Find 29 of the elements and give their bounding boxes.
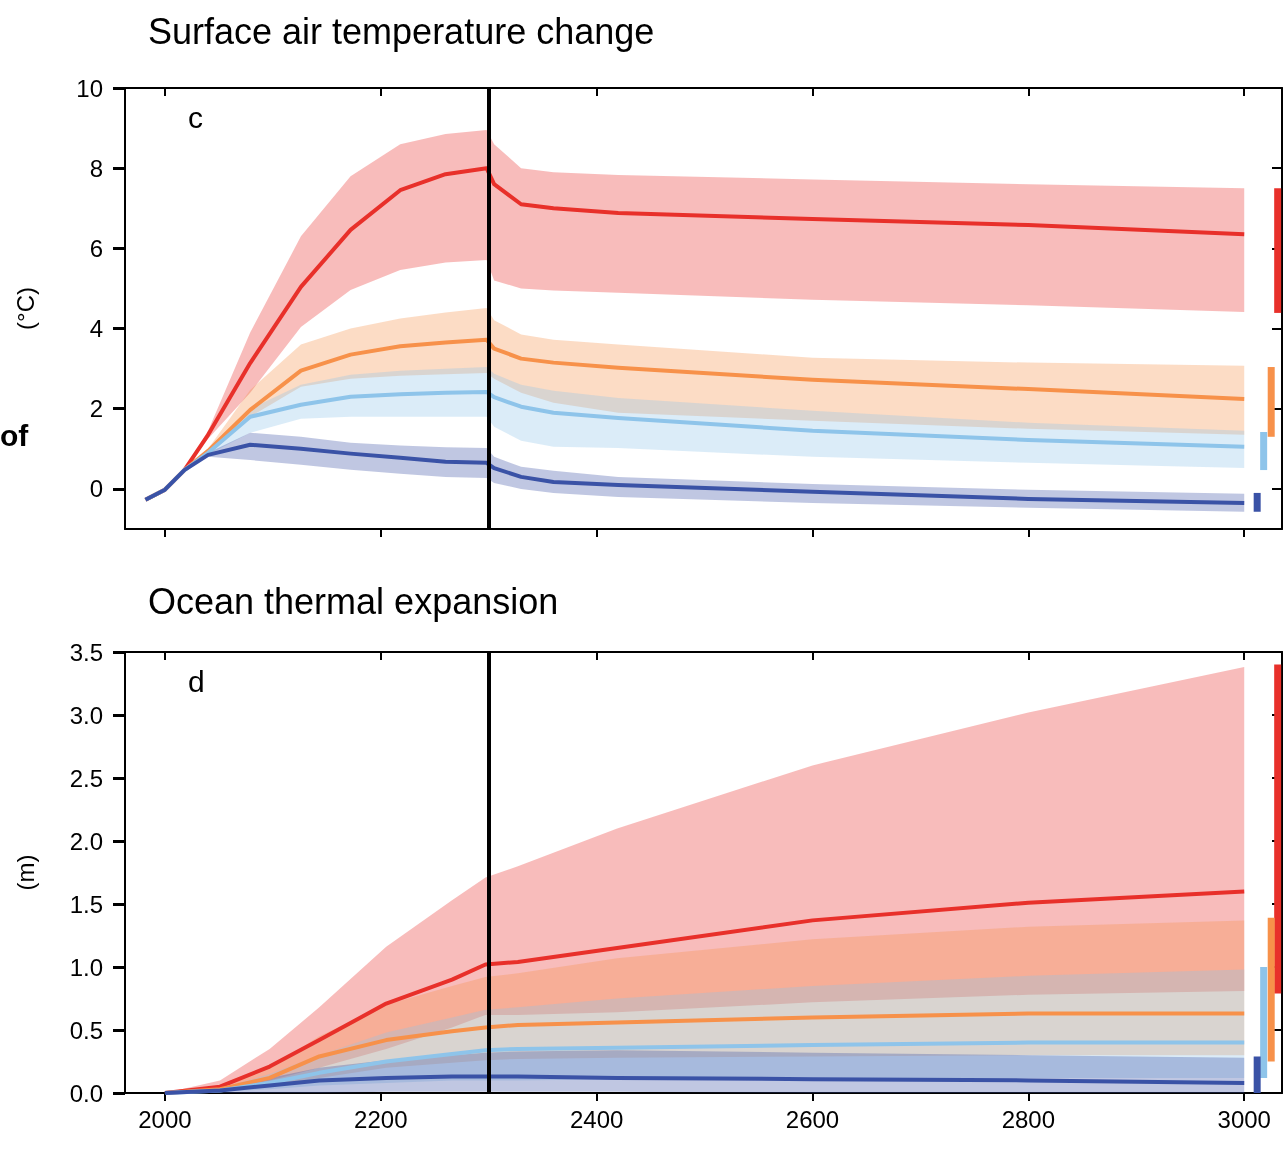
x-tick-label: 2200: [354, 1105, 408, 1133]
annotation: c: [188, 100, 203, 134]
x-tick-label: 2000: [138, 1105, 192, 1133]
line-series: [143, 442, 1247, 505]
x-tick-label: 2600: [785, 1105, 840, 1133]
y-tick-label: 4: [89, 315, 103, 343]
y-axis-title: (°C): [11, 287, 39, 330]
x-tick-label: 2800: [1001, 1105, 1056, 1133]
y-tick-label: 1.0: [69, 953, 103, 981]
chart-title: Ocean thermal expansion: [148, 580, 559, 622]
y-tick-label: 2: [89, 395, 103, 423]
y-tick-label: 8: [89, 154, 103, 182]
y-tick-label: 2.0: [69, 827, 103, 855]
y-tick-label: 6: [89, 234, 103, 262]
y-tick-label: 3.5: [69, 638, 103, 666]
y-axis-title: (m): [11, 854, 39, 891]
annotation: d: [188, 664, 205, 698]
x-tick-label: 2400: [569, 1105, 624, 1133]
line-series: [162, 1074, 1247, 1095]
text: of: [0, 418, 30, 452]
y-tick-label: 0.5: [69, 1016, 103, 1044]
y-tick-label: 10: [76, 74, 103, 102]
y-tick-label: 1.5: [69, 890, 103, 918]
chart-title: Surface air temperature change: [148, 10, 655, 52]
y-tick-label: 3.0: [69, 701, 103, 729]
y-tick-label: 2.5: [69, 764, 103, 792]
x-tick-label: 3000: [1217, 1105, 1271, 1133]
y-tick-label: 0: [89, 475, 103, 503]
y-tick-label: 0.0: [69, 1079, 103, 1107]
